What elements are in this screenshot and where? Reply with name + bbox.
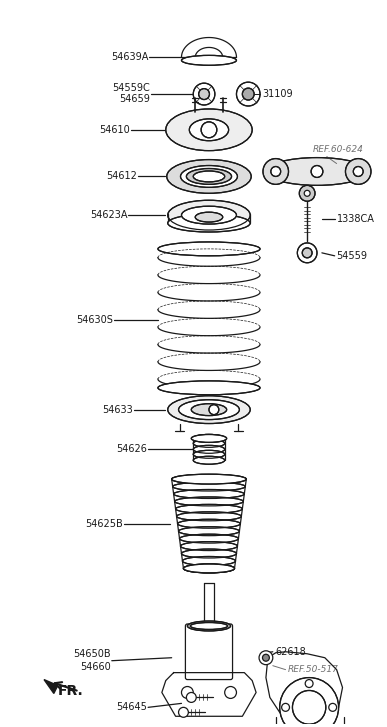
Ellipse shape: [158, 242, 260, 256]
Circle shape: [262, 654, 269, 662]
Ellipse shape: [166, 109, 252, 150]
Text: 54623A: 54623A: [90, 210, 127, 220]
Ellipse shape: [172, 474, 246, 484]
Ellipse shape: [189, 119, 229, 141]
Circle shape: [242, 88, 254, 100]
Text: 54633: 54633: [103, 405, 134, 414]
Ellipse shape: [182, 556, 235, 566]
Polygon shape: [44, 680, 58, 694]
Circle shape: [353, 166, 363, 177]
Ellipse shape: [182, 549, 236, 558]
Ellipse shape: [168, 214, 250, 232]
Circle shape: [271, 166, 281, 177]
Ellipse shape: [180, 542, 238, 550]
Circle shape: [263, 158, 289, 185]
Ellipse shape: [176, 512, 241, 521]
Ellipse shape: [183, 564, 235, 573]
Ellipse shape: [182, 55, 236, 65]
Text: REF.60-624: REF.60-624: [313, 145, 364, 154]
Ellipse shape: [158, 381, 260, 395]
Circle shape: [201, 122, 217, 137]
Text: 54610: 54610: [100, 125, 130, 134]
Circle shape: [302, 248, 312, 258]
Ellipse shape: [168, 200, 250, 230]
Circle shape: [346, 158, 371, 185]
Circle shape: [193, 83, 215, 105]
Ellipse shape: [172, 475, 246, 483]
Circle shape: [311, 166, 323, 177]
Ellipse shape: [193, 435, 225, 443]
Ellipse shape: [191, 435, 227, 443]
Ellipse shape: [180, 534, 238, 543]
Circle shape: [329, 704, 337, 711]
Circle shape: [187, 692, 196, 702]
Ellipse shape: [167, 159, 251, 193]
Ellipse shape: [182, 206, 236, 224]
Ellipse shape: [190, 622, 228, 630]
Text: 31109: 31109: [262, 89, 293, 99]
Text: 54626: 54626: [116, 444, 147, 454]
Circle shape: [299, 185, 315, 201]
Ellipse shape: [193, 171, 225, 182]
FancyArrowPatch shape: [55, 682, 77, 691]
Ellipse shape: [176, 505, 242, 513]
Text: 54645: 54645: [116, 702, 147, 712]
Text: 62618: 62618: [276, 647, 307, 656]
Text: 54660: 54660: [80, 662, 111, 672]
Circle shape: [297, 243, 317, 262]
Circle shape: [304, 190, 310, 196]
Circle shape: [293, 691, 326, 724]
Ellipse shape: [193, 446, 225, 454]
Ellipse shape: [187, 169, 231, 185]
Text: REF.50-517: REF.50-517: [288, 665, 338, 674]
Circle shape: [182, 686, 193, 699]
Text: 54559C: 54559C: [112, 83, 150, 93]
Text: 54625B: 54625B: [85, 519, 123, 529]
Ellipse shape: [173, 482, 245, 491]
Text: 54659: 54659: [119, 94, 150, 104]
Ellipse shape: [178, 400, 240, 419]
Ellipse shape: [193, 457, 225, 465]
Circle shape: [209, 405, 219, 414]
Ellipse shape: [193, 439, 225, 447]
Text: 54612: 54612: [106, 172, 137, 182]
Ellipse shape: [168, 395, 250, 424]
Ellipse shape: [174, 489, 244, 499]
Ellipse shape: [195, 212, 223, 222]
Text: 1338CA: 1338CA: [337, 214, 375, 224]
Ellipse shape: [193, 450, 225, 458]
Ellipse shape: [178, 527, 240, 536]
Ellipse shape: [187, 621, 231, 631]
Text: 54630S: 54630S: [76, 316, 113, 325]
Ellipse shape: [180, 166, 238, 188]
Ellipse shape: [183, 564, 235, 573]
Text: 54559: 54559: [337, 251, 368, 261]
Text: FR.: FR.: [58, 685, 84, 699]
Ellipse shape: [266, 158, 368, 185]
Circle shape: [280, 678, 339, 727]
Circle shape: [282, 704, 289, 711]
Circle shape: [225, 686, 236, 699]
Circle shape: [259, 651, 273, 664]
Circle shape: [199, 89, 209, 100]
Circle shape: [305, 680, 313, 688]
Circle shape: [236, 82, 260, 106]
FancyBboxPatch shape: [185, 624, 233, 680]
Ellipse shape: [178, 519, 240, 529]
Text: 54650B: 54650B: [73, 648, 111, 659]
Ellipse shape: [175, 497, 243, 506]
Ellipse shape: [191, 403, 227, 416]
Text: 54639A: 54639A: [111, 52, 148, 63]
Circle shape: [178, 707, 188, 718]
